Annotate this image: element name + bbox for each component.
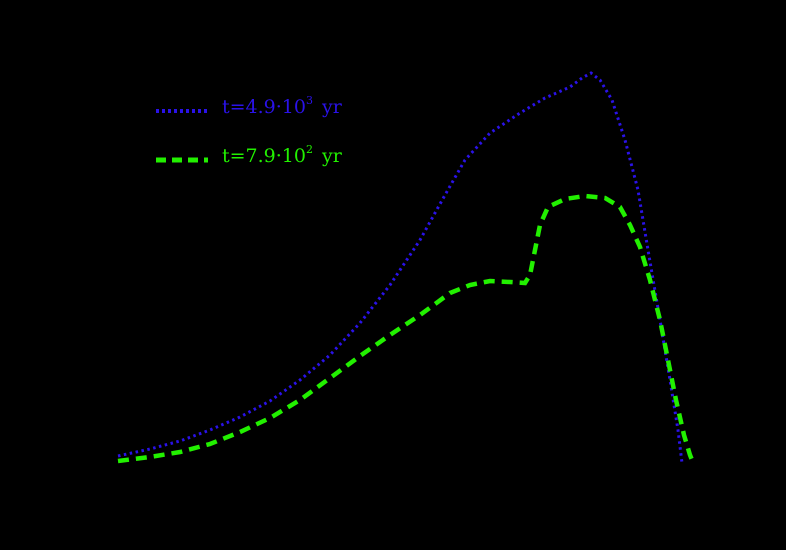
legend-item-late: t=4.9·103 yr [156, 94, 343, 118]
series-line-early [117, 193, 697, 466]
legend-label-main: t=7.9·10 [222, 145, 306, 167]
series-line-late [117, 71, 684, 464]
legend-label-exponent: 2 [306, 143, 313, 156]
legend-item-early: t=7.9·102 yr [156, 143, 343, 167]
legend: t=4.9·103 yr t=7.9·102 yr [156, 94, 343, 167]
legend-label-unit: yr [321, 145, 343, 167]
legend-label-main: t=4.9·10 [222, 96, 306, 118]
legend-label-early: t=7.9·102 yr [222, 143, 343, 167]
legend-label-exponent: 3 [306, 94, 313, 107]
legend-label-unit: yr [321, 96, 343, 118]
plot-area [117, 71, 697, 466]
legend-label-late: t=4.9·103 yr [222, 94, 343, 118]
